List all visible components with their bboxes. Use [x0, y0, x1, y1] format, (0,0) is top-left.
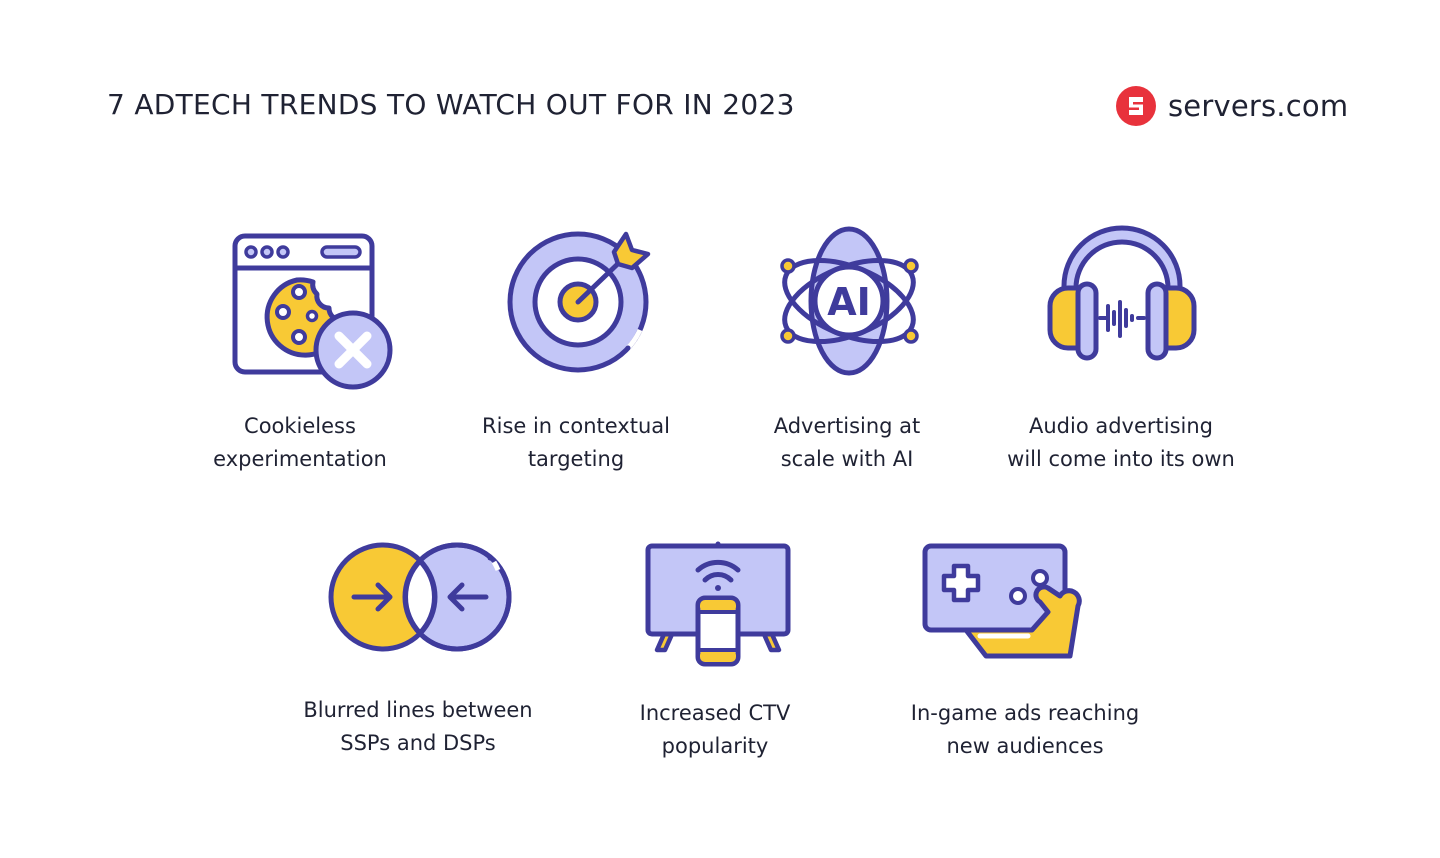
tv-phone-wifi-icon — [645, 541, 791, 667]
trend-label-line2: targeting — [527, 447, 625, 471]
trend-label-line2: popularity — [661, 734, 769, 758]
browser-cookie-blocked-icon — [232, 233, 393, 390]
trend-label-line2: experimentation — [213, 447, 387, 471]
trend-label-line1: Blurred lines between — [303, 698, 533, 722]
headphones-audio-icon — [1047, 225, 1197, 361]
trend-label-line2: new audiences — [946, 734, 1104, 758]
target-arrow-icon — [507, 231, 651, 373]
trend-label-line1: Audio advertising — [1028, 414, 1214, 438]
trend-label-line1: Increased CTV — [639, 701, 791, 725]
servers-logo-icon — [1116, 86, 1156, 126]
trend-label-line1: In-game ads reaching — [910, 701, 1140, 725]
ai-atom-icon: AI — [780, 226, 919, 376]
trend-label-line1: Cookieless — [244, 414, 356, 438]
trend-label-line1: Rise in contextual — [482, 414, 670, 438]
trend-label-line1: Advertising at — [773, 414, 921, 438]
brand-logo[interactable]: servers.com — [1116, 86, 1348, 126]
brand-name: servers.com — [1168, 89, 1349, 123]
overlapping-circles-arrows-icon — [328, 542, 512, 652]
ai-text: AI — [827, 280, 871, 324]
trend-label-line2: SSPs and DSPs — [340, 731, 496, 755]
gamepad-hand-icon — [922, 543, 1082, 659]
trend-label-line2: will come into its own — [1007, 447, 1235, 471]
trend-label-line2: scale with AI — [780, 447, 914, 471]
page-title: 7 ADTECH TRENDS TO WATCH OUT FOR IN 2023 — [107, 88, 795, 121]
